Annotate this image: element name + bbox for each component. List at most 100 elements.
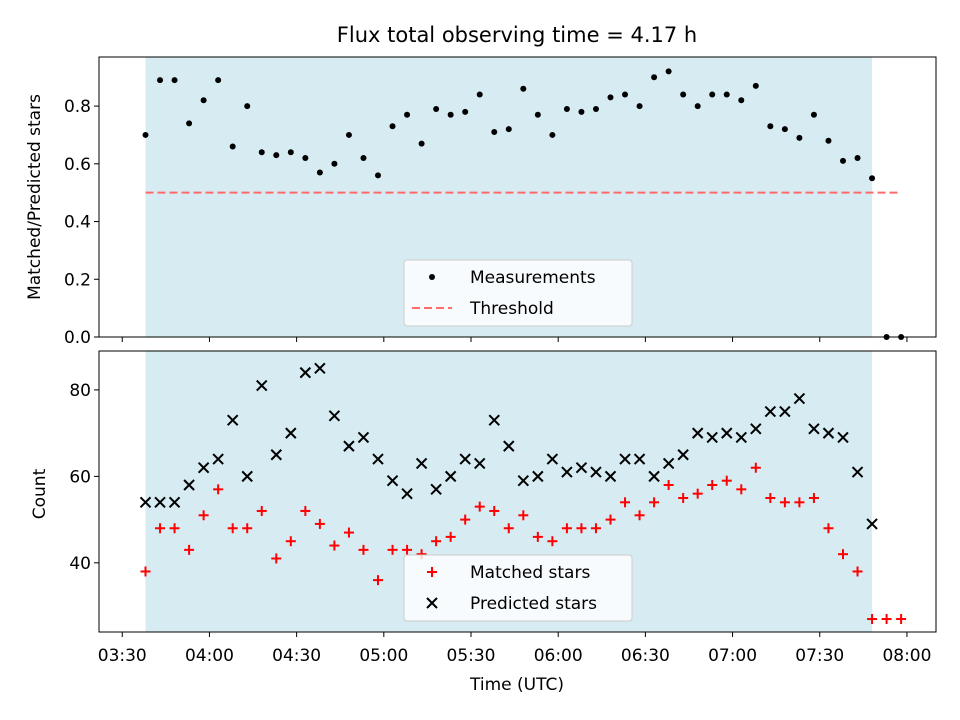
data-point	[169, 523, 180, 534]
legend-handle	[427, 567, 437, 577]
data-point	[328, 410, 341, 422]
data-point	[692, 488, 703, 499]
data-point	[155, 523, 166, 534]
data-point	[518, 510, 529, 521]
data-point	[620, 497, 631, 508]
x-tick-label: 03:30	[98, 646, 147, 666]
data-point	[157, 77, 164, 84]
data-point	[578, 108, 585, 115]
data-point	[851, 466, 864, 478]
data-point	[691, 427, 704, 439]
series-matched-stars	[140, 462, 907, 625]
plot-frame	[98, 350, 937, 633]
x-tick-label: 07:00	[708, 646, 757, 666]
data-point	[375, 172, 381, 179]
data-point	[215, 77, 222, 84]
data-point	[445, 531, 456, 542]
data-point	[662, 457, 675, 470]
x-tick-label: 08:00	[882, 646, 931, 666]
data-point	[213, 484, 224, 495]
data-point	[491, 129, 498, 136]
data-point	[779, 497, 790, 508]
data-point	[738, 97, 745, 104]
series-measurements	[142, 68, 905, 340]
data-point	[808, 423, 820, 435]
data-point	[256, 505, 267, 516]
data-point	[430, 483, 442, 496]
data-point	[488, 414, 500, 426]
legend-handle	[426, 597, 438, 609]
data-point	[750, 462, 761, 473]
data-point	[270, 449, 282, 461]
data-point	[386, 474, 399, 487]
data-point	[709, 91, 716, 98]
y-tick-label: 0.8	[64, 97, 91, 117]
data-point	[287, 149, 294, 156]
legend-box	[403, 259, 633, 327]
data-point	[462, 108, 469, 115]
data-point	[605, 514, 616, 525]
data-point	[648, 470, 660, 483]
data-point	[200, 97, 207, 104]
legend-handle	[429, 274, 435, 280]
x-axis-label: Time (UTC)	[469, 675, 564, 695]
data-point	[576, 523, 587, 534]
data-point	[329, 540, 340, 551]
data-point	[343, 527, 354, 538]
data-point	[779, 405, 791, 418]
data-point	[781, 126, 788, 133]
data-point	[794, 497, 805, 508]
data-point	[168, 496, 181, 509]
y-tick-label: 0.0	[64, 328, 91, 348]
data-point	[532, 531, 543, 542]
data-point	[433, 105, 440, 112]
data-point	[810, 111, 817, 118]
data-point	[197, 462, 210, 474]
data-point	[534, 111, 541, 118]
data-point	[680, 91, 687, 98]
x-tick-label: 04:30	[272, 646, 321, 666]
data-point	[838, 549, 848, 560]
x-tick-label: 07:30	[795, 646, 844, 666]
data-point	[866, 518, 878, 530]
data-point	[431, 536, 442, 547]
data-point	[881, 614, 892, 625]
data-point	[285, 536, 296, 547]
data-point	[418, 140, 425, 147]
data-point	[706, 431, 718, 444]
x-tick-label: 04:00	[185, 646, 234, 666]
y-axis-label-count: Count	[30, 468, 50, 519]
data-point	[549, 131, 556, 138]
data-point	[273, 152, 280, 159]
data-point	[854, 155, 861, 162]
data-point	[258, 149, 265, 156]
y-tick-label: 0.6	[64, 155, 91, 175]
data-point	[139, 496, 152, 509]
data-point	[227, 523, 238, 534]
data-point	[140, 566, 151, 577]
data-point	[415, 457, 428, 470]
legend-label: Predicted stars	[470, 594, 597, 614]
data-point	[460, 514, 471, 525]
data-point	[651, 74, 658, 81]
data-point	[360, 155, 367, 162]
data-point	[678, 492, 689, 503]
data-point	[476, 91, 483, 98]
data-point	[765, 492, 776, 503]
data-point	[622, 91, 629, 98]
data-point	[373, 575, 383, 586]
x-tick-label: 06:00	[534, 646, 583, 666]
data-point	[869, 175, 876, 182]
data-point	[663, 480, 674, 491]
ratio-panel: 0.0 0.2 0.4 0.6 0.8 Measurements Threshold	[64, 56, 937, 348]
x-tick-label: 05:00	[359, 646, 408, 666]
data-point	[285, 427, 297, 439]
data-point	[229, 143, 236, 150]
data-point	[752, 82, 759, 89]
data-point	[183, 479, 195, 491]
data-point	[387, 544, 398, 555]
data-point	[517, 474, 530, 487]
data-point	[345, 131, 352, 138]
data-point	[299, 366, 312, 379]
